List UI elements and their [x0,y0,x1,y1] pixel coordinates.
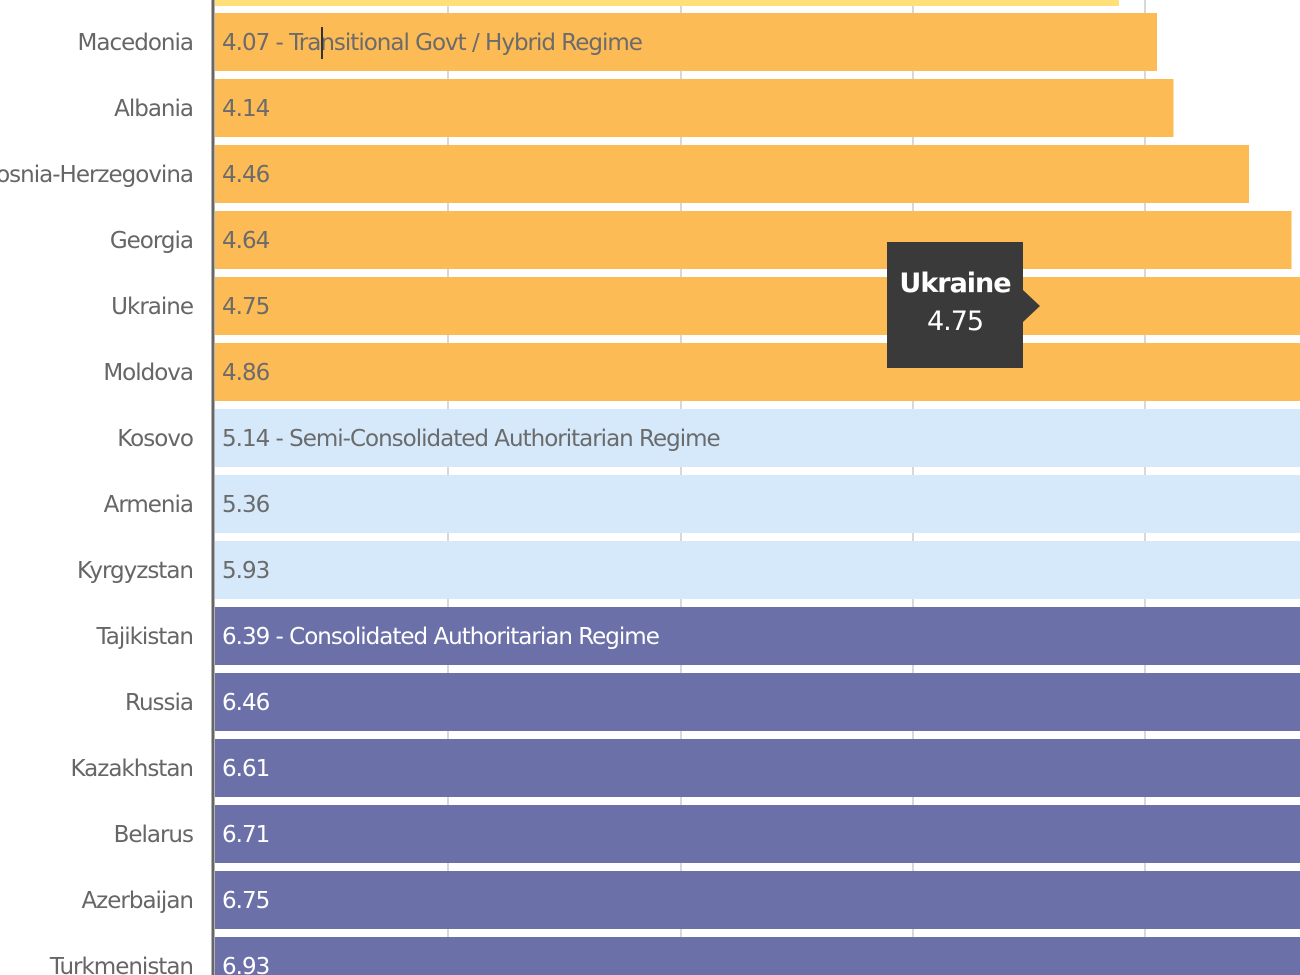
category-label: Russia [125,690,193,716]
category-label: Turkmenistan [49,954,193,975]
data-label: 4.86 [222,360,270,386]
bar-kosovo [215,409,1300,467]
bar-tajikistan [215,607,1300,665]
bar-russia [215,673,1300,731]
bar-belarus [215,805,1300,863]
bar-albania [215,79,1174,137]
category-label: Ukraine [111,294,193,320]
bar-georgia [215,211,1292,269]
data-label: 6.75 [222,888,269,914]
category-label: Georgia [110,228,193,254]
category-label: Kosovo [117,426,193,452]
data-label: 5.93 [222,558,269,584]
data-label: 5.14 - Semi-Consolidated Authoritarian R… [222,426,720,452]
data-label: 6.71 [222,822,269,848]
category-label: Belarus [114,822,193,848]
bar-kyrgyzstan [215,541,1300,599]
category-label: Albania [114,96,193,122]
bar-moldova [215,343,1300,401]
bar-ukraine [215,277,1300,335]
category-label: Tajikistan [96,624,194,650]
tooltip-title: Ukraine [899,268,1011,299]
category-label: Armenia [104,492,193,518]
category-label: Bosnia-Herzegovina [0,162,193,188]
chart-tooltip: Ukraine 4.75 [887,242,1023,368]
bar-armenia [215,475,1300,533]
data-label: 6.46 [222,690,270,716]
tooltip-arrow [1023,290,1040,322]
bar-kazakhstan [215,739,1300,797]
bar-turkmenistan [215,937,1300,975]
data-label: 6.61 [222,756,269,782]
category-label: Kyrgyzstan [77,558,193,584]
bar-azerbaijan [215,871,1300,929]
data-label: 4.46 [222,162,270,188]
data-label: 4.14 [222,96,270,122]
bar-macedonia [215,13,1157,71]
category-label: Moldova [103,360,193,386]
category-label: Kazakhstan [70,756,193,782]
data-label: 5.36 [222,492,270,518]
data-label: 4.07 - Transitional Govt / Hybrid Regime [222,30,642,56]
data-label: 4.75 [222,294,269,320]
category-label: Macedonia [78,30,193,56]
data-label: 6.39 - Consolidated Authoritarian Regime [222,624,659,650]
category-label: Azerbaijan [81,888,193,914]
data-label: 6.93 [222,954,269,975]
data-label: 4.64 [222,228,270,254]
partial-top-bar [215,0,1119,6]
tooltip-value: 4.75 [926,306,984,337]
bar-bosnia-herzegovina [215,145,1250,203]
